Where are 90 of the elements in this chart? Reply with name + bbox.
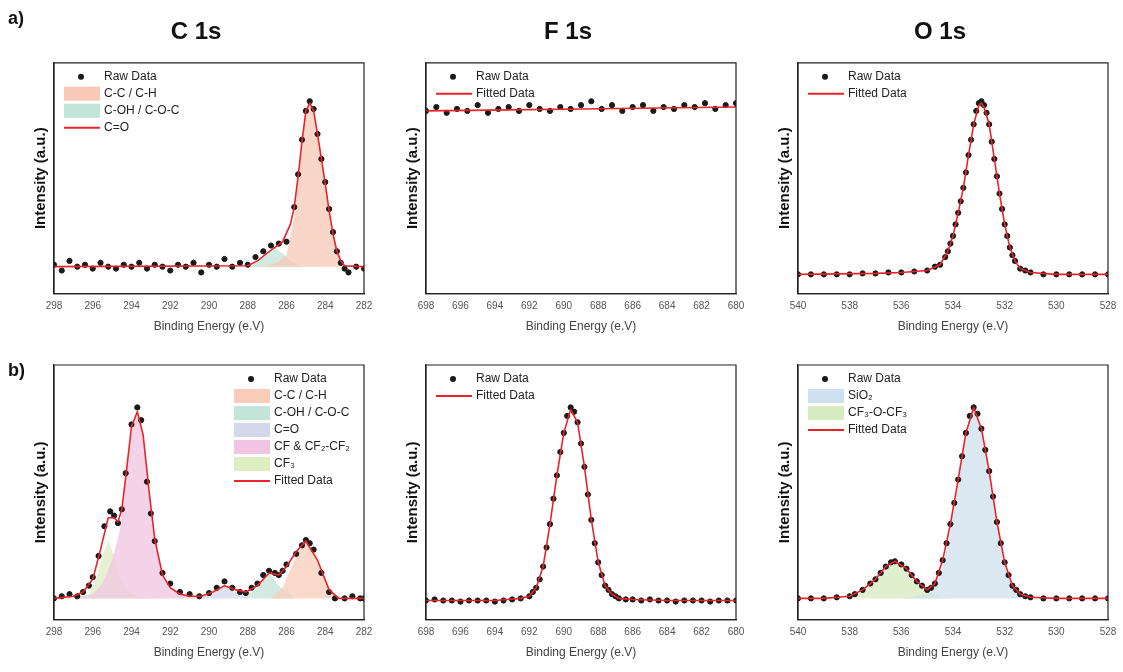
legend-label: C-C / C-H	[104, 86, 157, 101]
x-tick-label: 698	[417, 300, 435, 312]
x-axis-title: Binding Energy (e.V)	[525, 319, 637, 334]
x-tick-label: 292	[161, 626, 180, 638]
legend-label: Fitted Data	[476, 388, 536, 403]
x-tick-label: 284	[316, 626, 335, 638]
x-tick-label: 682	[693, 300, 711, 312]
x-tick-label: 538	[841, 300, 859, 312]
x-axis-title: Binding Energy (e.V)	[897, 319, 1009, 334]
legend-label: Fitted Data	[848, 422, 908, 437]
legend-label: Raw Data	[848, 69, 902, 84]
x-tick-label: 286	[278, 626, 296, 638]
x-tick-label: 684	[658, 300, 676, 312]
x-tick-label: 530	[1047, 626, 1066, 638]
y-axis-title: Intensity (a.u.)	[775, 127, 793, 230]
x-tick-label: 690	[555, 626, 573, 638]
x-tick-label: 536	[892, 300, 911, 312]
x-tick-label: 282	[355, 626, 373, 638]
x-tick-label: 538	[841, 626, 859, 638]
x-tick-label: 298	[45, 626, 63, 638]
x-tick-label: 532	[996, 300, 1014, 312]
chart-title: O 1s	[913, 17, 967, 45]
y-axis-title: Intensity (a.u.)	[31, 441, 49, 544]
x-tick-label: 534	[944, 300, 962, 312]
x-tick-label: 294	[123, 626, 141, 638]
x-tick-label: 530	[1047, 300, 1066, 312]
x-tick-label: 286	[278, 300, 296, 312]
x-tick-label: 696	[452, 300, 470, 312]
legend-label: CF & CF₂-CF₂	[274, 439, 351, 454]
x-tick-label: 282	[355, 300, 373, 312]
chart-title: C 1s	[170, 17, 222, 45]
x-tick-label: 528	[1099, 626, 1117, 638]
legend-label: Fitted Data	[476, 86, 536, 101]
legend-label: C-C / C-H	[274, 388, 327, 403]
legend-label: CF₃-O-CF₃	[848, 405, 908, 420]
y-axis-title: Intensity (a.u.)	[403, 127, 421, 230]
legend-label: SiO₂	[848, 388, 873, 403]
x-tick-label: 682	[693, 626, 711, 638]
x-axis-title: Binding Energy (e.V)	[897, 645, 1009, 660]
x-tick-label: 540	[789, 626, 807, 638]
chart-title: F 1s	[543, 17, 593, 45]
x-tick-label: 296	[84, 626, 102, 638]
legend-label: Raw Data	[476, 371, 530, 386]
x-tick-label: 528	[1099, 300, 1117, 312]
x-tick-label: 690	[555, 300, 573, 312]
legend-label: Fitted Data	[274, 473, 334, 488]
x-tick-label: 534	[944, 626, 962, 638]
x-tick-label: 680	[727, 626, 745, 638]
x-tick-label: 288	[239, 626, 257, 638]
x-tick-label: 694	[486, 300, 504, 312]
x-tick-label: 288	[239, 300, 257, 312]
legend-label: CF₃	[274, 456, 296, 471]
x-tick-label: 696	[452, 626, 470, 638]
x-tick-label: 686	[624, 626, 642, 638]
x-tick-label: 294	[123, 300, 141, 312]
legend-label: Raw Data	[476, 69, 530, 84]
x-tick-label: 296	[84, 300, 102, 312]
x-tick-label: 686	[624, 300, 642, 312]
y-axis-title: Intensity (a.u.)	[775, 441, 793, 544]
x-tick-label: 684	[658, 626, 676, 638]
legend-label: Raw Data	[104, 69, 158, 84]
x-tick-label: 688	[589, 300, 607, 312]
x-tick-label: 532	[996, 626, 1014, 638]
legend-label: Raw Data	[848, 371, 902, 386]
legend-label: Raw Data	[274, 371, 328, 386]
x-tick-label: 284	[316, 300, 335, 312]
x-tick-label: 290	[200, 626, 218, 638]
x-tick-label: 292	[161, 300, 180, 312]
legend-label: C=O	[104, 120, 130, 135]
y-axis-title: Intensity (a.u.)	[403, 441, 421, 544]
legend-label: C=O	[274, 422, 300, 437]
x-tick-label: 540	[789, 300, 807, 312]
x-axis-title: Binding Energy (e.V)	[153, 319, 265, 334]
legend-label: Fitted Data	[848, 86, 908, 101]
x-tick-label: 536	[892, 626, 911, 638]
y-axis-title: Intensity (a.u.)	[31, 127, 49, 230]
legend-label: C-OH / C-O-C	[274, 405, 350, 420]
text: a)	[8, 8, 25, 29]
x-tick-label: 692	[520, 300, 539, 312]
text: b)	[8, 360, 25, 381]
x-tick-label: 290	[200, 300, 218, 312]
x-tick-label: 680	[727, 300, 745, 312]
x-axis-title: Binding Energy (e.V)	[153, 645, 265, 660]
legend-label: C-OH / C-O-C	[104, 103, 180, 118]
x-tick-label: 698	[417, 626, 435, 638]
x-tick-label: 298	[45, 300, 63, 312]
x-tick-label: 688	[589, 626, 607, 638]
x-axis-title: Binding Energy (e.V)	[525, 645, 637, 660]
x-tick-label: 694	[486, 626, 504, 638]
x-tick-label: 692	[520, 626, 539, 638]
